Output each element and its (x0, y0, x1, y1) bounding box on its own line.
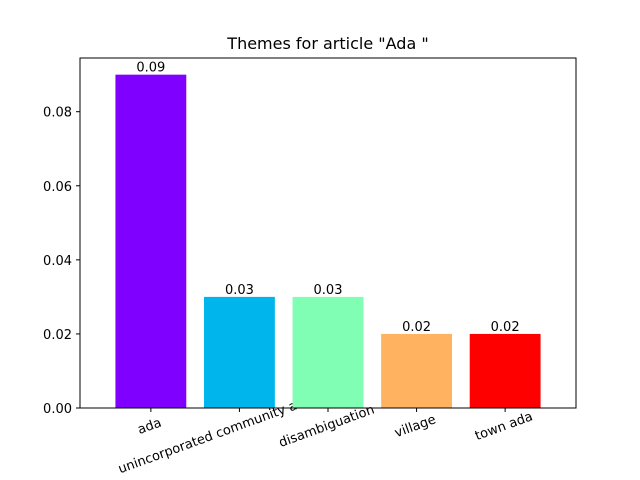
y-tick-label: 0.00 (43, 402, 72, 417)
chart-title: Themes for article "Ada " (226, 34, 428, 53)
bar-value-label: 0.02 (491, 320, 520, 335)
bar (292, 296, 364, 408)
y-tick-label: 0.04 (43, 254, 72, 269)
bar (115, 74, 187, 409)
x-tick-label: town ada (473, 409, 535, 444)
bar (469, 333, 541, 408)
y-tick-label: 0.06 (43, 180, 72, 195)
bar-value-label: 0.02 (402, 320, 431, 335)
y-tick-label: 0.08 (43, 106, 72, 121)
bar (381, 333, 452, 408)
axes-frame (79, 57, 577, 409)
y-tick-label: 0.02 (43, 328, 72, 343)
bar-value-label: 0.09 (136, 61, 165, 76)
bar (204, 296, 275, 408)
bar-value-label: 0.03 (314, 283, 343, 298)
x-tick-label: ada (136, 416, 164, 438)
bar-value-label: 0.03 (225, 283, 254, 298)
x-tick-label: village (393, 412, 438, 441)
